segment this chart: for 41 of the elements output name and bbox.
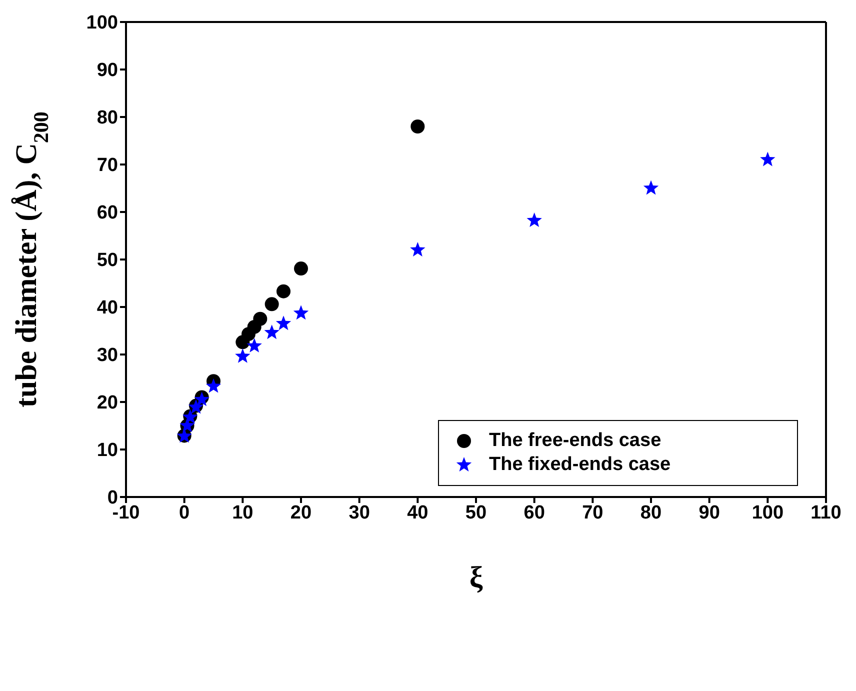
point bbox=[235, 348, 250, 363]
point bbox=[410, 242, 426, 256]
point bbox=[526, 212, 542, 228]
y-tick-label: 30 bbox=[96, 345, 118, 366]
point bbox=[246, 338, 262, 352]
x-tick-label: 100 bbox=[752, 502, 784, 524]
point bbox=[264, 297, 279, 312]
y-tick-label: 0 bbox=[107, 488, 118, 509]
x-tick-label: 80 bbox=[640, 502, 662, 524]
point bbox=[760, 152, 776, 166]
x-tick-label: 40 bbox=[407, 502, 428, 524]
x-tick-label: 30 bbox=[348, 502, 370, 524]
x-tick-label: 10 bbox=[232, 502, 254, 524]
point bbox=[276, 316, 292, 330]
point bbox=[293, 305, 309, 320]
point bbox=[410, 120, 425, 134]
x-tick-label: 20 bbox=[290, 502, 312, 524]
y-tick-label: 50 bbox=[96, 250, 118, 272]
y-tick-label: 20 bbox=[96, 392, 118, 414]
x-tick-label: 60 bbox=[524, 502, 545, 524]
y-tick-label: 10 bbox=[96, 440, 118, 462]
point bbox=[643, 180, 659, 195]
legend-label: The free-ends case bbox=[489, 429, 662, 453]
y-tick-label: 60 bbox=[96, 202, 118, 224]
point bbox=[206, 378, 222, 393]
y-tick-label: 40 bbox=[96, 298, 118, 319]
point bbox=[264, 324, 280, 340]
point bbox=[253, 312, 268, 326]
point bbox=[294, 262, 308, 276]
x-tick-label: 70 bbox=[582, 502, 604, 524]
x-axis-title: ξ bbox=[469, 561, 484, 594]
x-tick-label: 90 bbox=[698, 502, 720, 524]
y-tick-label: 100 bbox=[86, 12, 118, 34]
legend-label: The fixed-ends case bbox=[489, 453, 671, 477]
point bbox=[276, 284, 290, 298]
x-tick-label: 110 bbox=[810, 502, 842, 524]
y-tick-label: 70 bbox=[96, 155, 118, 176]
x-tick-label: 0 bbox=[179, 502, 190, 524]
y-tick-label: 80 bbox=[96, 108, 118, 129]
y-tick-label: 90 bbox=[96, 60, 118, 82]
x-tick-label: 50 bbox=[465, 502, 487, 524]
